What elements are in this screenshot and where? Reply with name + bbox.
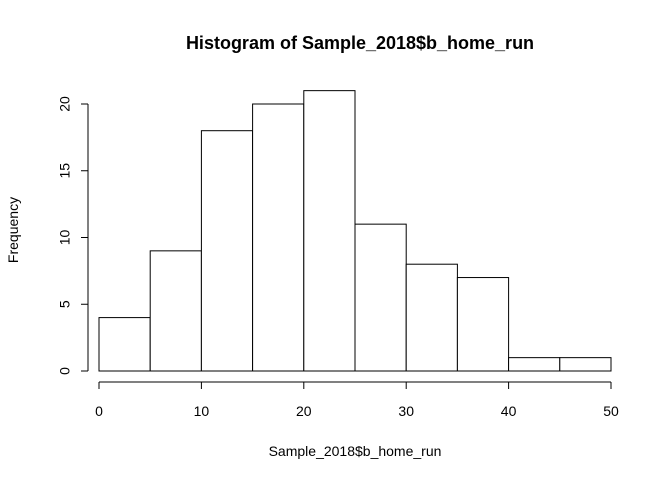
y-axis: 0 5 10 15 20 <box>57 96 89 375</box>
y-tick-label: 20 <box>57 96 73 112</box>
x-tick-label: 20 <box>296 403 312 419</box>
histogram-bar <box>405 263 458 372</box>
y-tick-label: 10 <box>57 230 73 246</box>
bars-group <box>98 90 612 372</box>
y-axis-label: Frequency <box>5 197 21 263</box>
x-tick-label: 50 <box>603 403 619 419</box>
x-tick-label: 0 <box>95 403 103 419</box>
y-tick-label: 5 <box>57 300 73 308</box>
histogram-bar <box>252 103 305 372</box>
x-axis-label: Sample_2018$b_home_run <box>269 443 442 459</box>
histogram-bar <box>559 357 612 372</box>
histogram-bar <box>354 223 407 372</box>
x-axis: 0 10 20 30 40 50 <box>95 381 619 419</box>
histogram-bar <box>456 277 510 372</box>
x-tick-label: 30 <box>398 403 414 419</box>
histogram-bar <box>200 130 254 372</box>
histogram-bar <box>303 90 356 372</box>
histogram-bar <box>149 250 202 372</box>
histogram-bar <box>508 357 561 372</box>
x-tick-label: 10 <box>194 403 210 419</box>
x-tick-label: 40 <box>501 403 517 419</box>
y-tick-label: 0 <box>57 367 73 375</box>
y-tick-label: 15 <box>57 163 73 179</box>
histogram-bar <box>98 317 151 372</box>
chart-title: Histogram of Sample_2018$b_home_run <box>186 33 534 53</box>
